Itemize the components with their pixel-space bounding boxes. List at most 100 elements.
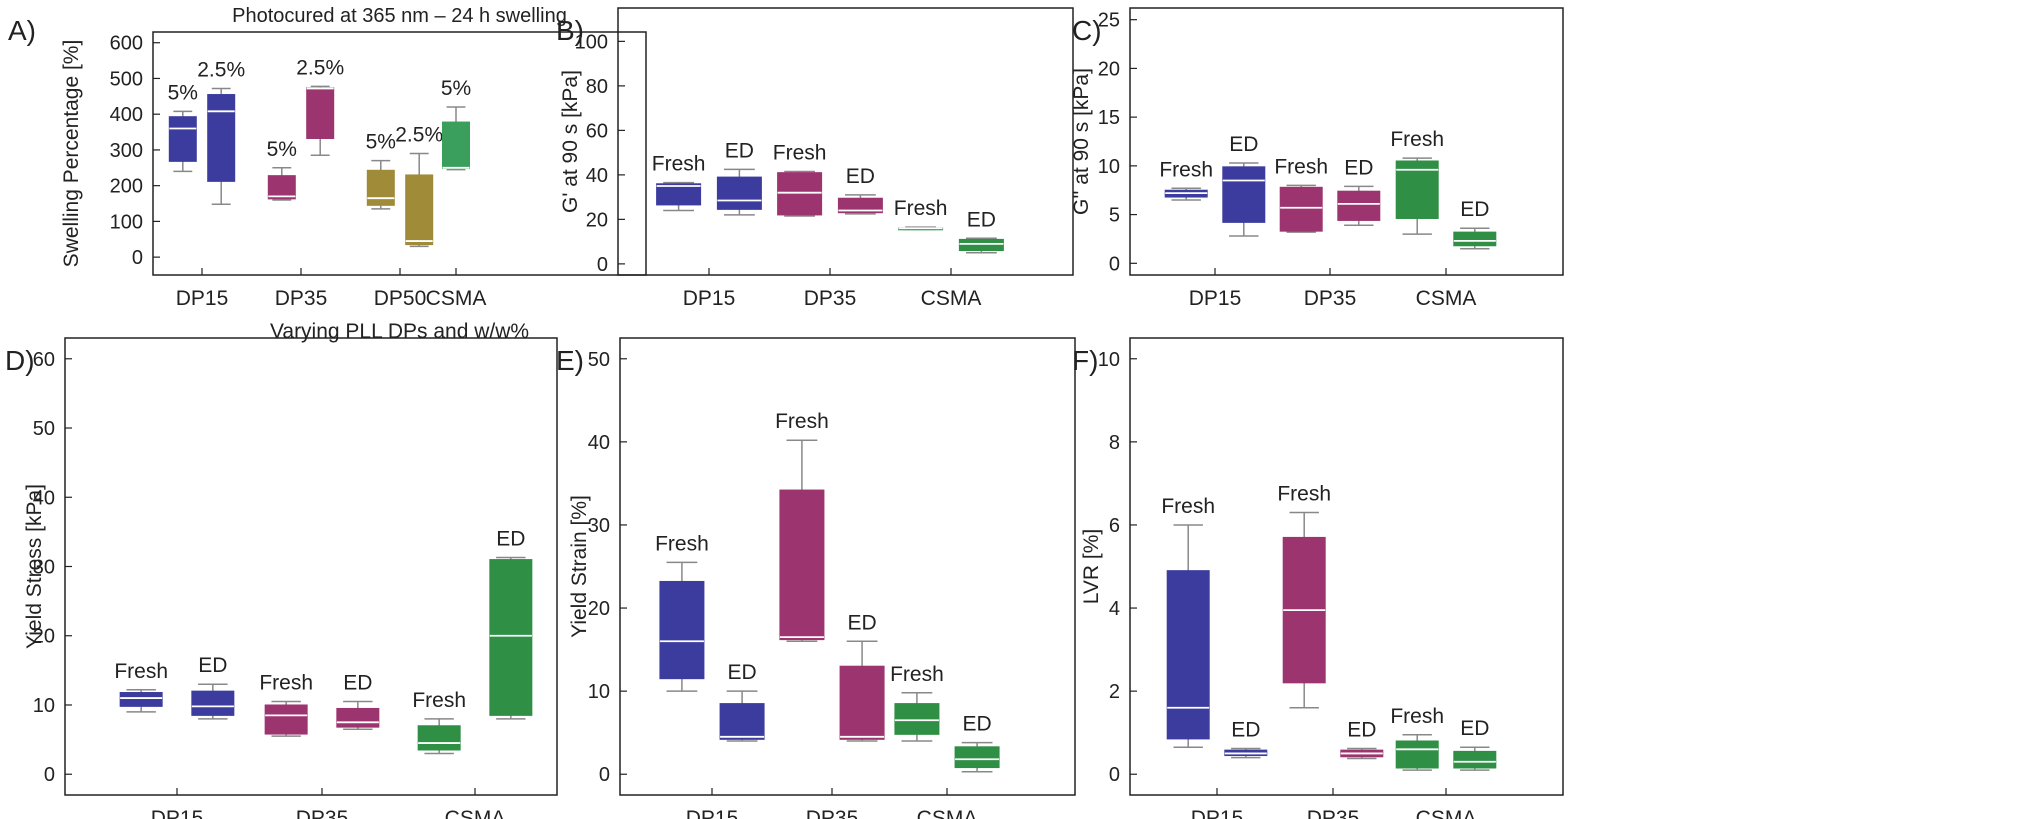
box-annotation: ED [727,661,756,684]
box-fresh: Fresh [114,660,168,713]
x-axis-label: Varying PLL DPs and w/w% [270,320,529,343]
box-rect [366,169,395,206]
box-fresh: Fresh [412,689,466,755]
x-category-label: DP50 [374,287,427,310]
y-tick-label: 20 [1098,58,1120,80]
y-tick-label: 20 [33,626,55,648]
y-axis-label: LVR [%] [1080,529,1103,604]
y-tick-label: 500 [110,68,143,90]
y-tick-label: 30 [33,557,55,579]
box-rect [659,580,705,680]
panel-e: E) 0 10 20 30 40 50 Yield Strain [%] DP15 DP35 CSM… [556,337,1076,819]
box-annotation: Fresh [1159,158,1213,181]
box-ed: ED [1224,718,1268,759]
x-category-label: CSMA [426,287,487,310]
y-tick-label: 50 [33,418,55,440]
box-rect [264,704,308,735]
box-rect [405,174,434,246]
x-category-label: DP35 [1304,287,1357,310]
box-fresh: Fresh [1159,158,1213,201]
box-annotation: ED [1231,718,1260,741]
box-rect [837,197,883,214]
y-tick-label: 300 [110,140,143,162]
x-category-label: DP35 [806,807,859,819]
plot-frame [1129,337,1564,796]
box-ed: ED [958,208,1004,254]
y-tick-label: 10 [1098,156,1120,178]
box-rect [1279,186,1323,232]
box-fresh: Fresh [894,197,947,231]
x-category-label: DP35 [275,287,328,310]
panel-letter: E) [556,345,584,376]
box-25: 2.5% [197,58,245,205]
y-tick-label: 100 [575,31,608,53]
panel-f: F) 0 2 4 6 8 10 LVR [%] DP15 DP35 CSMA Fresh ED Fresh… [1072,337,1564,819]
box-annotation: Fresh [1274,155,1328,178]
panel-letter: B) [556,15,584,46]
box-annotation: 2.5% [296,56,344,79]
box-annotation: 5% [168,81,198,104]
box-rect [719,703,765,740]
y-tick-label: 100 [110,211,143,233]
box-annotation: 5% [441,77,471,100]
panel-a: A) Photocured at 365 nm – 24 h swelling 0 1… [8,5,647,343]
y-axis-label: G'' at 90 s [kPa] [1070,68,1093,215]
panel-letter: F) [1072,345,1098,376]
y-tick-label: 40 [588,432,610,454]
x-category-label: DP35 [804,287,857,310]
y-tick-label: 0 [1109,253,1120,275]
y-tick-label: 60 [33,349,55,371]
box-fresh: Fresh [1277,482,1331,709]
x-category-label: DP15 [176,287,229,310]
y-tick-label: 25 [1098,10,1120,32]
box-rect [777,172,823,216]
y-tick-label: 60 [586,120,608,142]
box-25: 2.5% [395,124,443,248]
box-annotation: 2.5% [395,124,443,147]
y-tick-label: 0 [1109,764,1120,786]
panel-letter: D) [5,345,35,376]
box-fresh: Fresh [1390,705,1444,771]
box-5: 5% [441,77,471,171]
box-fresh: Fresh [773,142,826,217]
box-rect [1453,750,1497,769]
box-rect [1337,190,1381,221]
panel-letter: A) [8,15,36,46]
box-annotation: ED [1460,717,1489,740]
x-category-label: DP15 [151,807,204,819]
box-rect [839,665,885,740]
y-tick-label: 30 [588,515,610,537]
box-annotation: Fresh [775,410,829,433]
box-annotation: ED [496,527,525,550]
box-fresh: Fresh [1390,128,1444,235]
y-tick-label: 40 [33,487,55,509]
x-category-label: CSMA [921,287,982,310]
x-category-label: CSMA [917,807,978,819]
box-fresh: Fresh [1274,155,1328,233]
box-rect [958,238,1004,252]
box-rect [417,725,461,751]
box-rect [442,121,470,170]
box-rect [489,559,533,716]
box-5: 5% [168,81,198,173]
box-ed: ED [1453,717,1497,771]
y-axis-label: G' at 90 s [kPa] [559,70,582,213]
y-tick-label: 2 [1109,681,1120,703]
box-annotation: Fresh [1277,482,1331,505]
box-rect [168,116,197,162]
x-category-label: DP15 [683,287,736,310]
chart-title: Photocured at 365 nm – 24 h swelling [232,5,567,27]
box-rect [191,690,235,716]
box-annotation: Fresh [1161,495,1215,518]
box-rect [779,489,825,641]
x-category-label: DP35 [296,807,349,819]
box-rect [656,183,702,206]
box-fresh: Fresh [259,672,313,737]
y-tick-label: 600 [110,33,143,55]
plot-frame [1129,7,1564,276]
box-rect [119,692,163,707]
box-annotation: ED [847,611,876,634]
panel-letter: C) [1072,15,1102,46]
box-annotation: ED [198,654,227,677]
box-ed: ED [1453,198,1497,250]
